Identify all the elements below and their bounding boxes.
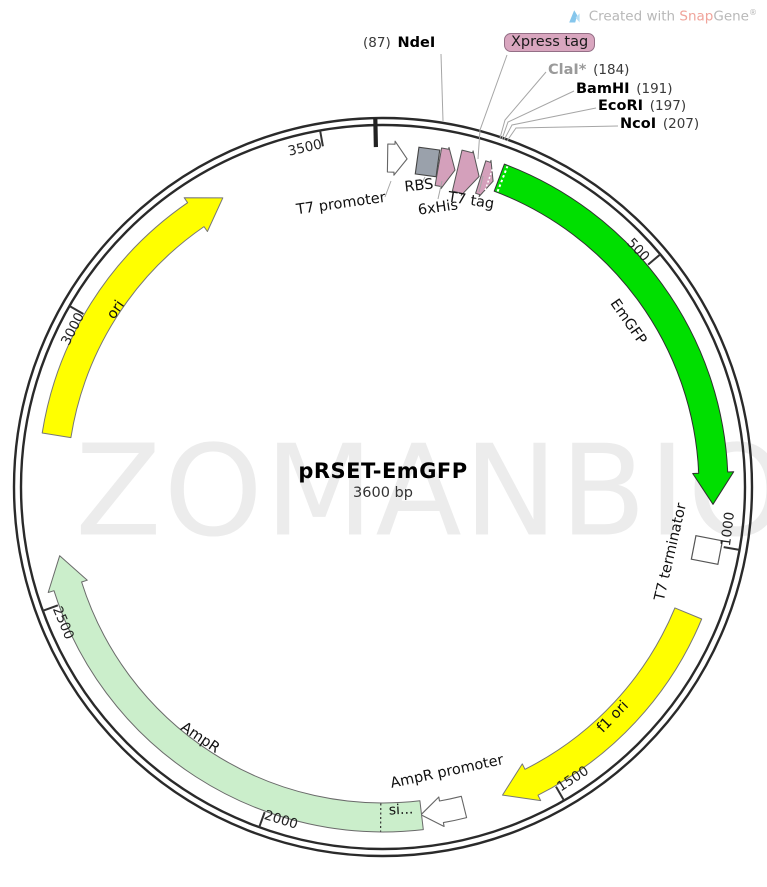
registered-mark: ® <box>749 8 757 18</box>
credit-brand-gene: Gene <box>713 8 749 25</box>
credit-brand-snap: Snap <box>679 8 714 25</box>
feature-label-sig[interactable]: si... <box>388 801 414 819</box>
enzyme-name: NcoI <box>620 116 657 132</box>
tick-mark-2000 <box>258 811 266 828</box>
feature-t7-terminator[interactable] <box>690 534 724 566</box>
leader-line-his6 <box>437 180 443 200</box>
ring-outer <box>12 116 754 858</box>
leader-line-clai <box>499 71 547 139</box>
enzyme-name: BamHI <box>576 81 630 97</box>
enzyme-position: (184) <box>586 62 630 78</box>
snapgene-credit: Created with SnapGene® <box>566 8 757 25</box>
plasmid-length: 3600 bp <box>353 485 413 501</box>
enzyme-name: NdeI <box>397 35 436 51</box>
origin-tick <box>373 118 378 148</box>
snapgene-logo-icon <box>568 10 580 23</box>
enzyme-label-bamhi[interactable]: BamHI (191) <box>576 81 673 97</box>
feature-rbs[interactable] <box>414 146 441 178</box>
tick-mark-1500 <box>555 786 565 801</box>
leader-line-ncoi <box>506 125 619 142</box>
enzyme-label-clai[interactable]: ClaI* (184) <box>548 62 629 78</box>
leader-line-rbs <box>420 176 426 186</box>
feature-ampr[interactable] <box>47 555 424 833</box>
feature-t7-promoter[interactable] <box>386 140 408 176</box>
plasmid-title: pRSET-EmGFP <box>298 459 468 483</box>
tick-mark-500 <box>647 253 661 266</box>
leader-line-ecori <box>503 107 597 141</box>
enzyme-label-ecori[interactable]: EcoRI (197) <box>598 98 686 114</box>
enzyme-position: (191) <box>629 81 673 97</box>
title-block: pRSET-EmGFP 3600 bp <box>298 459 467 501</box>
feature-ampr-promoter[interactable] <box>420 795 468 828</box>
watermark: ZOMANBIO <box>75 417 767 565</box>
feature-t7-tag[interactable] <box>451 149 480 196</box>
leader-line-t7-tag <box>478 175 484 193</box>
enzyme-label-ndei[interactable]: (87) NdeI <box>363 35 435 51</box>
leader-line-bamhi <box>501 90 575 140</box>
enzyme-name: ClaI* <box>548 62 587 78</box>
feature-xpress-tag[interactable] <box>475 159 494 197</box>
feature-ori[interactable] <box>41 197 224 439</box>
feature-f1-ori[interactable] <box>502 607 703 802</box>
ring-inner <box>19 123 747 851</box>
enzyme-label-ncoi[interactable]: NcoI (207) <box>620 116 699 132</box>
xpress-edge-hatch <box>483 165 495 195</box>
tick-mark-3000 <box>69 305 84 315</box>
credit-text: Created with SnapGene® <box>588 8 757 25</box>
feature-emgfp[interactable] <box>493 163 735 505</box>
enzyme-position: (87) <box>363 35 398 51</box>
feature-his6[interactable] <box>434 146 456 190</box>
leader-line-t7-promoter <box>384 180 392 198</box>
tick-mark-3500 <box>319 130 324 147</box>
enzyme-position: (207) <box>656 116 700 132</box>
feature-label-rbs[interactable]: RBS <box>403 176 435 196</box>
leader-line-ndei <box>440 53 444 122</box>
feature-label-xpress-tag[interactable]: Xpress tag <box>504 33 596 52</box>
enzyme-position: (197) <box>643 98 687 114</box>
enzyme-name: EcoRI <box>598 98 644 114</box>
leader-line-xpress <box>477 54 508 160</box>
tick-mark-2500 <box>42 604 59 612</box>
tick-mark-1000 <box>723 546 740 551</box>
